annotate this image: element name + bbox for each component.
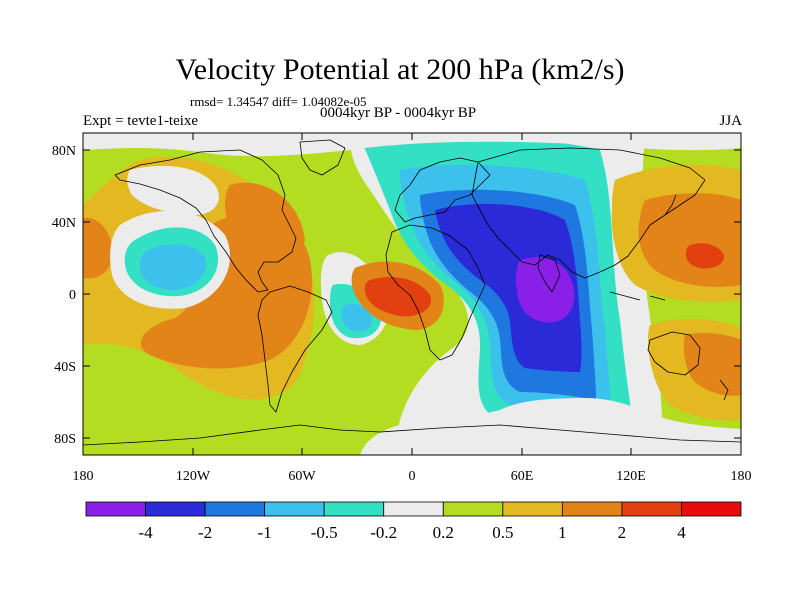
lat-label-40n: 40N: [52, 216, 76, 231]
colorbar-label: -1: [258, 523, 272, 542]
lon-label-60e: 60E: [511, 469, 534, 484]
africa-positive-core: [364, 276, 431, 317]
coast-india: [537, 254, 561, 293]
coast-south-america: [257, 285, 333, 413]
colorbar-swatch: [621, 501, 682, 517]
colorbar-swatch: [264, 501, 325, 517]
lon-label-120e: 120E: [616, 469, 646, 484]
coast-europe: [394, 157, 491, 223]
season-label: JJA: [719, 113, 742, 129]
ne-pacific-neutral: [127, 165, 219, 215]
lat-label-0: 0: [69, 288, 76, 303]
pacific-negative-inner: [140, 244, 206, 290]
colorbar-label: 0.2: [433, 523, 454, 542]
coast-australia: [647, 331, 701, 376]
arctic-neutral: [83, 133, 741, 157]
contour-field: [83, 133, 741, 455]
lon-label-120w: 120W: [176, 469, 211, 484]
coastlines: [83, 139, 741, 446]
north-america-positive: [225, 182, 305, 261]
colorbar-label: -2: [198, 523, 212, 542]
period-label: 0004kyr BP - 0004kyr BP: [320, 105, 477, 121]
lon-label-60w: 60W: [288, 469, 316, 484]
colorbar-label: -4: [138, 523, 153, 542]
colorbar-label: 2: [618, 523, 627, 542]
stats-text: rmsd= 1.34547 diff= 1.04082e-05: [190, 94, 367, 109]
lat-label-40s: 40S: [54, 360, 76, 375]
lat-label-80s: 80S: [54, 432, 76, 447]
eurasia-negative-4: [435, 203, 582, 372]
colorbar-swatch: [204, 501, 266, 517]
colorbar: -4 -2 -1 -0.5 -0.2 0.2 0.5 1 2 4: [85, 501, 742, 542]
colorbar-label: -0.5: [311, 523, 338, 542]
coast-indonesia: [609, 291, 666, 301]
colorbar-swatch: [681, 501, 742, 517]
lon-label-180e: 180: [731, 469, 752, 484]
colorbar-label: -0.2: [370, 523, 397, 542]
coast-japan: [664, 194, 677, 216]
colorbar-label: 4: [677, 523, 686, 542]
colorbar-label: 1: [558, 523, 567, 542]
coast-antarctica: [83, 424, 741, 446]
colorbar-label: 0.5: [492, 523, 513, 542]
colorbar-swatch: [145, 501, 206, 517]
map-title: Velocity Potential at 200 hPa (km2/s): [175, 53, 625, 86]
colorbar-swatch: [323, 501, 385, 517]
colorbar-swatch: [383, 501, 444, 517]
lon-label-0: 0: [409, 469, 416, 484]
australia-strong: [683, 332, 741, 396]
east-pacific-core: [685, 243, 725, 269]
coast-new-zealand: [719, 379, 729, 401]
lon-label-180w: 180: [73, 469, 94, 484]
lon-axis: 180 120W 60W 0 60E 120E 180: [73, 133, 752, 484]
colorbar-swatch: [502, 501, 563, 517]
colorbar-swatch: [442, 501, 504, 517]
lat-axis: 80N 40N 0 40S 80S: [52, 144, 741, 447]
colorbar-swatch: [561, 501, 623, 517]
coast-asia: [471, 147, 706, 279]
west-pacific-orange: [83, 217, 113, 279]
coast-north-america: [114, 149, 297, 293]
coast-greenland: [299, 139, 346, 176]
coast-africa: [385, 224, 486, 361]
southern-neutral: [360, 398, 741, 455]
atlantic-negative-core: [341, 303, 372, 332]
lat-label-80n: 80N: [52, 144, 76, 159]
experiment-label: Expt = tevte1-teixe: [83, 113, 199, 129]
colorbar-swatch: [85, 501, 146, 517]
